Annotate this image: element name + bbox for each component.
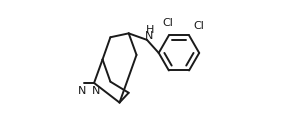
Text: H: H — [146, 25, 154, 35]
Text: Cl: Cl — [162, 18, 173, 28]
Text: N: N — [77, 86, 86, 96]
Text: Cl: Cl — [193, 21, 204, 31]
Text: N: N — [145, 31, 153, 41]
Text: N: N — [92, 86, 100, 96]
